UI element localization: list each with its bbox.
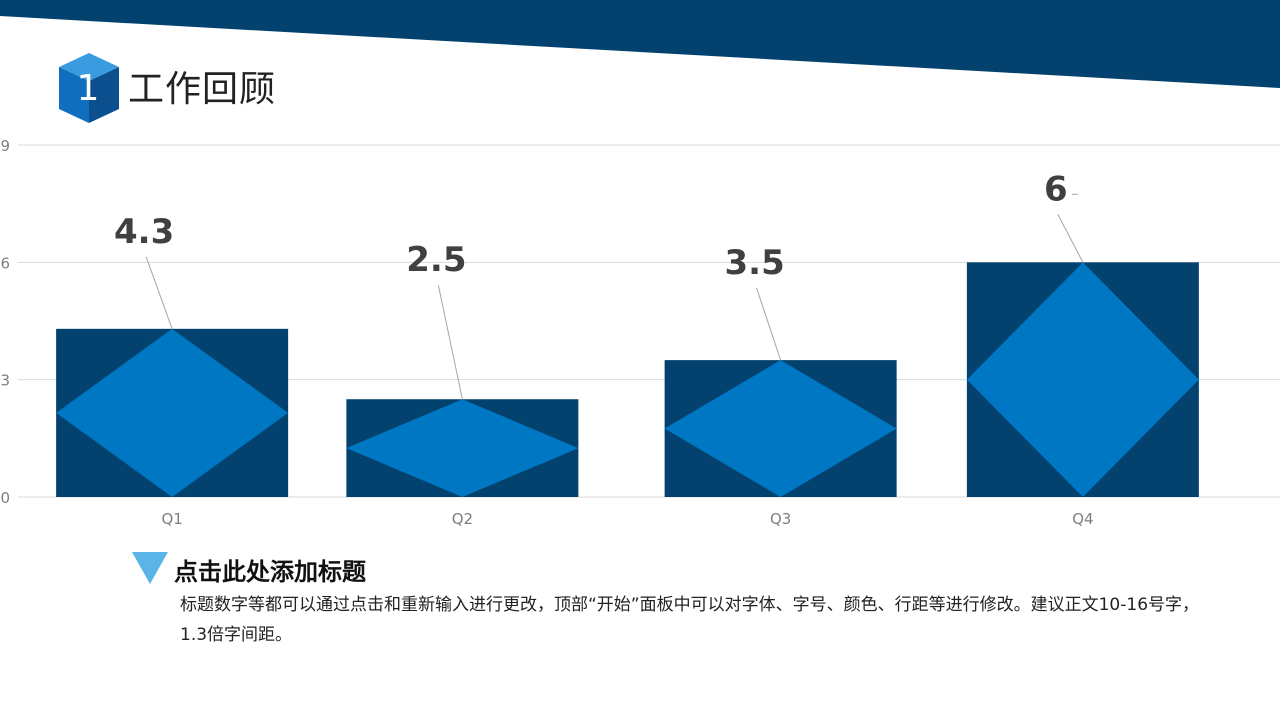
section-number: 1 (77, 68, 100, 109)
value-leader-line (1057, 214, 1084, 263)
triangle-bullet-icon (132, 552, 168, 584)
value-leader-line (145, 256, 173, 329)
header-band (0, 0, 1280, 88)
content-subtitle: 点击此处添加标题 (174, 558, 366, 586)
x-tick-label: Q2 (452, 510, 473, 528)
section-number-cube-icon: 1 (59, 53, 119, 123)
value-leader-line (437, 285, 463, 400)
data-label: 2.5 (406, 240, 466, 280)
y-tick-label: 3 (0, 372, 10, 390)
section-title: 工作回顾 (128, 69, 277, 110)
x-tick-label: Q1 (161, 510, 182, 528)
value-leader-line (756, 287, 782, 361)
bar-chart: 0 3 6 9 Q1 4.3 Q2 2.5 Q3 3.5 Q4 6 (0, 137, 1280, 528)
y-tick-label: 6 (0, 254, 10, 272)
x-tick-label: Q3 (770, 510, 791, 528)
bar-diamond (966, 262, 1199, 497)
data-label: 3.5 (725, 243, 785, 283)
y-tick-label: 9 (0, 137, 10, 155)
bar-diamond (346, 399, 579, 497)
content-body: 标题数字等都可以通过点击和重新输入进行更改，顶部“开始”面板中可以对字体、字号、… (180, 595, 1200, 645)
bar-diamond (56, 328, 289, 497)
x-tick-label: Q4 (1072, 510, 1093, 528)
data-label: 6 (1044, 169, 1068, 209)
y-tick-label: 0 (0, 489, 10, 507)
data-label: 4.3 (114, 212, 174, 252)
bar-diamond (664, 360, 897, 497)
